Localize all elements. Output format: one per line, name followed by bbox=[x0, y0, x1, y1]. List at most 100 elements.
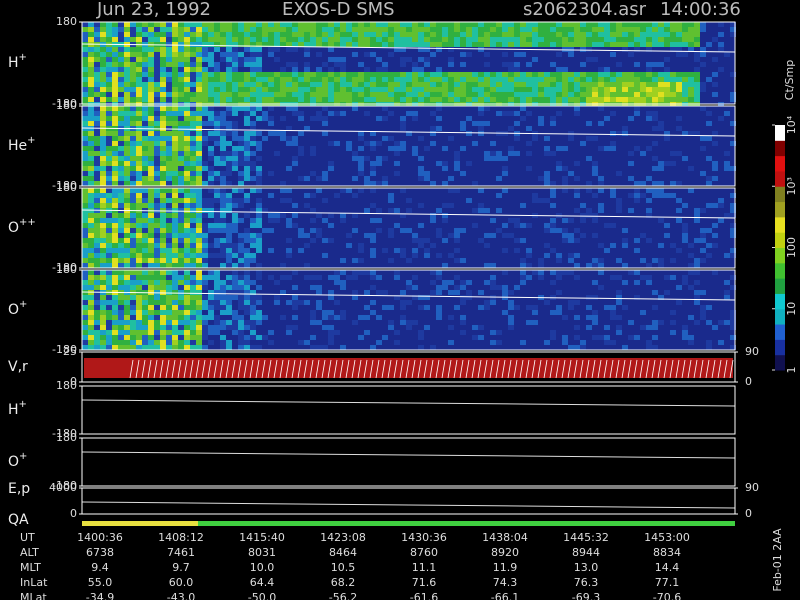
spectrogram-cell bbox=[442, 77, 448, 82]
spectrogram-cell bbox=[190, 111, 196, 116]
panel-frame bbox=[81, 21, 736, 105]
spectrogram-cell bbox=[100, 295, 106, 300]
spectrogram-cell bbox=[490, 280, 496, 285]
spectrogram-cell bbox=[370, 181, 376, 186]
cell: 11.9 bbox=[493, 561, 518, 574]
spectrogram-cell bbox=[244, 136, 250, 141]
spectrogram-cell bbox=[166, 223, 172, 228]
spectrogram-cell bbox=[208, 188, 214, 193]
spectrogram-cell bbox=[160, 248, 166, 253]
spectrogram-cell bbox=[172, 188, 178, 193]
spectrogram-cell bbox=[208, 106, 214, 111]
spectrogram-cell bbox=[538, 92, 544, 97]
spectrogram-cell bbox=[358, 32, 364, 37]
vr-tick bbox=[627, 359, 632, 379]
spectrogram-cell bbox=[136, 340, 142, 345]
spectrogram-cell bbox=[460, 87, 466, 92]
spectrogram-cell bbox=[358, 335, 364, 340]
spectrogram-cell bbox=[340, 111, 346, 116]
spectrogram-cell bbox=[334, 330, 340, 335]
spectrogram-cell bbox=[664, 32, 670, 37]
spectrogram-cell bbox=[154, 82, 160, 87]
spectrogram-cell bbox=[448, 97, 454, 102]
spectrogram-cell bbox=[316, 233, 322, 238]
spectrogram-cell bbox=[94, 47, 100, 52]
spectrogram-cell bbox=[172, 238, 178, 243]
spectrogram-cell bbox=[118, 106, 124, 111]
spectrogram-cell bbox=[154, 263, 160, 268]
spectrogram-cell bbox=[370, 82, 376, 87]
spectrogram-cell bbox=[460, 171, 466, 176]
spectrogram-cell bbox=[118, 72, 124, 77]
spectrogram-cell bbox=[700, 47, 706, 52]
spectrogram-cell bbox=[334, 280, 340, 285]
spectrogram-cell bbox=[310, 146, 316, 151]
spectrogram-cell bbox=[496, 176, 502, 181]
spectrogram-cell bbox=[598, 27, 604, 32]
spectrogram-cell bbox=[118, 193, 124, 198]
spectrogram-cell bbox=[358, 82, 364, 87]
spectrogram-cell bbox=[130, 131, 136, 136]
spectrogram-cell bbox=[484, 37, 490, 42]
spectrogram-cell bbox=[172, 330, 178, 335]
spectrogram-cell bbox=[154, 22, 160, 27]
spectrogram-cell bbox=[196, 228, 202, 233]
spectrogram-cell bbox=[472, 181, 478, 186]
spectrogram-cell bbox=[268, 37, 274, 42]
spectrogram-cell bbox=[376, 42, 382, 47]
spectrogram-cell bbox=[370, 310, 376, 315]
spectrogram-cell bbox=[220, 72, 226, 77]
spectrogram-cell bbox=[604, 340, 610, 345]
spectrogram-cell bbox=[94, 198, 100, 203]
spectrogram-cell bbox=[250, 310, 256, 315]
spectrogram-cell bbox=[130, 22, 136, 27]
spectrogram-cell bbox=[256, 52, 262, 57]
spectrogram-cell bbox=[520, 82, 526, 87]
vr-tick bbox=[405, 359, 410, 379]
spectrogram-cell bbox=[430, 131, 436, 136]
spectrogram-cell bbox=[418, 335, 424, 340]
spectrogram-cell bbox=[88, 253, 94, 258]
spectrogram-cell bbox=[100, 27, 106, 32]
spectrogram-cell bbox=[610, 52, 616, 57]
spectrogram-cell bbox=[634, 92, 640, 97]
spectrogram-cell bbox=[232, 146, 238, 151]
spectrogram-cell bbox=[352, 151, 358, 156]
spectrogram-cell bbox=[172, 156, 178, 161]
spectrogram-cell bbox=[454, 27, 460, 32]
spectrogram-cell bbox=[142, 37, 148, 42]
spectrogram-cell bbox=[82, 156, 88, 161]
spectrogram-cell bbox=[148, 146, 154, 151]
spectrogram-cell bbox=[160, 295, 166, 300]
spectrogram-cell bbox=[340, 37, 346, 42]
spectrogram-cell bbox=[256, 223, 262, 228]
spectrogram-cell bbox=[682, 82, 688, 87]
spectrogram-cell bbox=[88, 82, 94, 87]
spectrogram-cell bbox=[112, 166, 118, 171]
spectrogram-cell bbox=[142, 181, 148, 186]
spectrogram-cell bbox=[520, 37, 526, 42]
vr-tick bbox=[273, 359, 278, 379]
spectrogram-cell bbox=[250, 300, 256, 305]
spectrogram-cell bbox=[418, 176, 424, 181]
spectrogram-cell bbox=[316, 77, 322, 82]
spectrogram-cell bbox=[394, 141, 400, 146]
spectrogram-cell bbox=[370, 92, 376, 97]
spectrogram-cell bbox=[598, 181, 604, 186]
spectrogram-cell bbox=[634, 82, 640, 87]
spectrogram-cell bbox=[178, 77, 184, 82]
spectrogram-cell bbox=[568, 52, 574, 57]
spectrogram-cell bbox=[556, 310, 562, 315]
colorbar-cell bbox=[775, 155, 785, 172]
spectrogram-cell bbox=[190, 233, 196, 238]
spectrogram-cell bbox=[142, 263, 148, 268]
spectrogram-cell bbox=[154, 213, 160, 218]
spectrogram-cell bbox=[244, 176, 250, 181]
spectrogram-cell bbox=[352, 193, 358, 198]
spectrogram-cell bbox=[184, 77, 190, 82]
spectrogram-cell bbox=[250, 258, 256, 263]
spectrogram-cell bbox=[262, 37, 268, 42]
spectrogram-cell bbox=[298, 22, 304, 27]
spectrogram-cell bbox=[514, 285, 520, 290]
spectrogram-cell bbox=[82, 82, 88, 87]
